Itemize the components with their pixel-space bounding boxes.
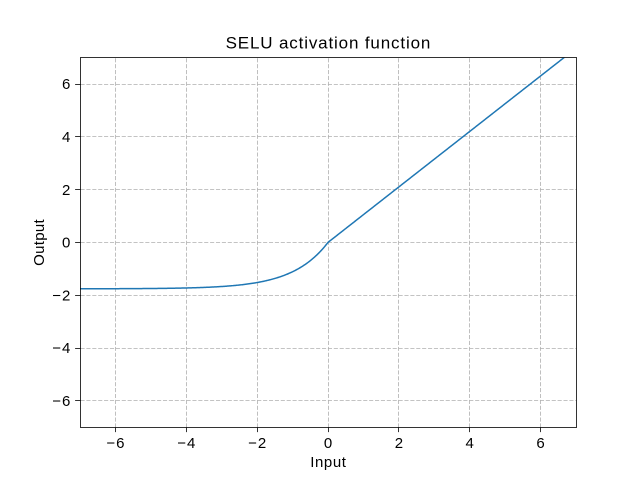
svg-text:0: 0 — [62, 235, 71, 252]
svg-text:6: 6 — [536, 435, 545, 452]
svg-text:2: 2 — [62, 182, 71, 199]
svg-text:4: 4 — [62, 129, 71, 146]
svg-text:−2: −2 — [248, 435, 267, 452]
svg-text:−6: −6 — [106, 435, 125, 452]
svg-text:Input: Input — [310, 454, 347, 471]
svg-text:4: 4 — [466, 435, 475, 452]
svg-text:Output: Output — [31, 218, 48, 265]
svg-text:6: 6 — [62, 76, 71, 93]
svg-text:−6: −6 — [52, 393, 71, 410]
svg-text:2: 2 — [395, 435, 404, 452]
svg-text:−4: −4 — [177, 435, 196, 452]
svg-text:0: 0 — [324, 435, 333, 452]
svg-text:SELU activation function: SELU activation function — [226, 34, 432, 53]
svg-text:−2: −2 — [52, 287, 71, 304]
svg-text:−4: −4 — [52, 340, 71, 357]
